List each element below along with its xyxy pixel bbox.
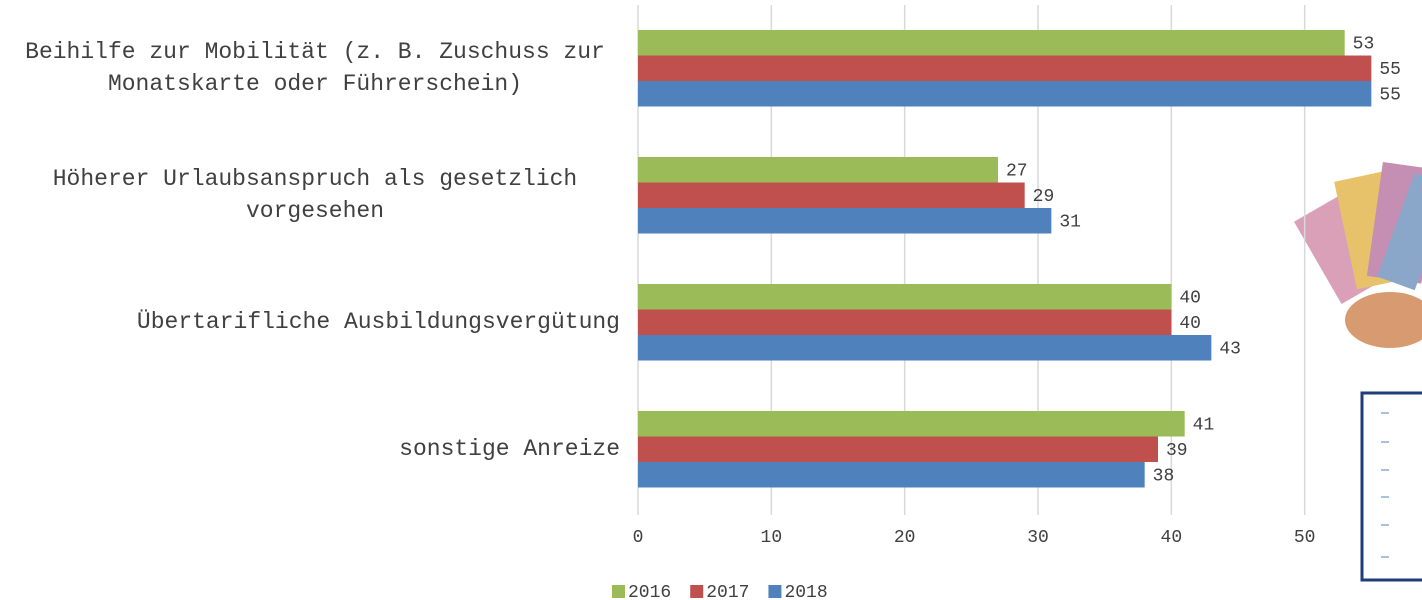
category-text: Übertarifliche Ausbildungsvergütung xyxy=(136,309,620,336)
value-label: 38 xyxy=(1153,467,1175,487)
category-label: Höherer Urlaubsanspruch als gesetzlich v… xyxy=(10,163,620,227)
legend-label: 2018 xyxy=(784,583,827,600)
bar xyxy=(638,81,1372,107)
value-label: 40 xyxy=(1179,289,1201,309)
value-label: 31 xyxy=(1059,213,1081,233)
category-label: Beihilfe zur Mobilität (z. B. Zuschuss z… xyxy=(10,36,620,100)
bar xyxy=(638,30,1345,56)
value-label: 29 xyxy=(1033,187,1055,207)
legend-swatch xyxy=(690,585,704,598)
bar xyxy=(638,436,1158,462)
bar xyxy=(638,335,1212,361)
legend-swatch xyxy=(612,585,625,598)
bar xyxy=(638,462,1145,488)
bar xyxy=(638,411,1185,437)
category-label: Übertarifliche Ausbildungsvergütung xyxy=(10,306,620,338)
value-label: 43 xyxy=(1219,340,1241,360)
value-label: 55 xyxy=(1379,86,1401,106)
value-label: 55 xyxy=(1379,60,1401,80)
photo xyxy=(1294,162,1422,348)
bar xyxy=(638,309,1172,335)
x-tick-label: 10 xyxy=(761,528,783,548)
category-text: sonstige Anreize xyxy=(399,436,620,463)
category-text: Beihilfe zur Mobilität (z. B. Zuschuss z… xyxy=(25,39,605,98)
bar xyxy=(638,157,998,183)
category-label: sonstige Anreize xyxy=(10,433,620,465)
note-box xyxy=(1360,391,1422,582)
legend-swatch xyxy=(768,585,782,598)
bar xyxy=(638,208,1052,234)
x-tick-label: 40 xyxy=(1161,528,1183,548)
value-label: 39 xyxy=(1166,441,1188,461)
x-tick-label: 30 xyxy=(1027,528,1049,548)
value-label: 53 xyxy=(1353,35,1375,55)
value-label: 40 xyxy=(1179,314,1201,334)
legend-label: 2017 xyxy=(706,583,749,600)
x-tick-label: 50 xyxy=(1294,528,1316,548)
x-tick-label: 20 xyxy=(894,528,916,548)
bar xyxy=(638,284,1172,310)
bar xyxy=(638,55,1372,81)
value-label: 27 xyxy=(1006,162,1028,182)
bar xyxy=(638,182,1025,208)
value-label: 41 xyxy=(1193,416,1215,436)
category-text: Höherer Urlaubsanspruch als gesetzlich v… xyxy=(52,166,578,225)
x-tick-label: 0 xyxy=(633,528,644,548)
legend-label: 2016 xyxy=(628,583,671,600)
